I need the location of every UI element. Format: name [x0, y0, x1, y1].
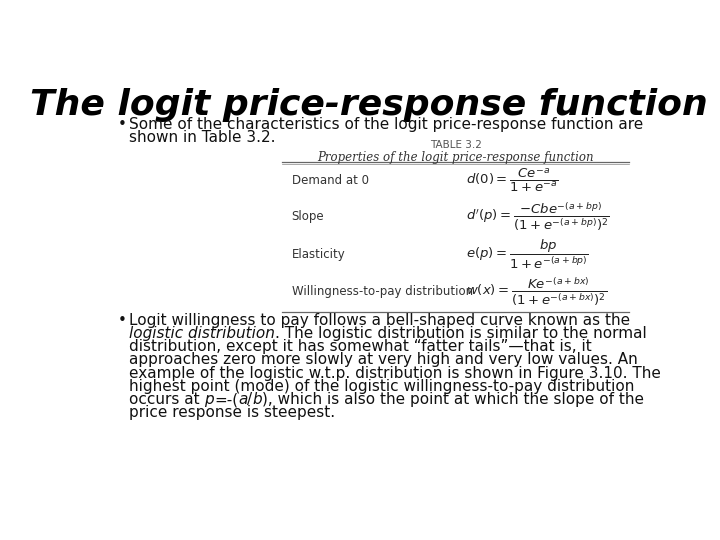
- Text: Willingness-to-pay distribution: Willingness-to-pay distribution: [292, 286, 472, 299]
- Text: b: b: [253, 392, 262, 407]
- Text: TABLE 3.2: TABLE 3.2: [430, 140, 482, 150]
- Text: ), which is also the point at which the slope of the: ), which is also the point at which the …: [262, 392, 644, 407]
- Text: Elasticity: Elasticity: [292, 248, 346, 261]
- Text: $e(p) = \dfrac{bp}{1 + e^{-(a+bp)}}$: $e(p) = \dfrac{bp}{1 + e^{-(a+bp)}}$: [467, 238, 589, 271]
- Text: $d'(p) = \dfrac{-Cbe^{-(a+bp)}}{(1 + e^{-(a+bp)})^2}$: $d'(p) = \dfrac{-Cbe^{-(a+bp)}}{(1 + e^{…: [467, 200, 610, 233]
- Text: Properties of the logit price-response function: Properties of the logit price-response f…: [318, 151, 594, 164]
- Text: Some of the characteristics of the logit price-response function are: Some of the characteristics of the logit…: [129, 117, 643, 132]
- Text: highest point (mode) of the logistic willingness-to-pay distribution: highest point (mode) of the logistic wil…: [129, 379, 634, 394]
- Text: •: •: [118, 117, 127, 132]
- Text: Slope: Slope: [292, 210, 324, 223]
- Text: a: a: [238, 392, 248, 407]
- Text: logistic distribution: logistic distribution: [129, 326, 274, 341]
- Text: shown in Table 3.2.: shown in Table 3.2.: [129, 130, 275, 145]
- Text: =-(: =-(: [214, 392, 238, 407]
- Text: p: p: [204, 392, 214, 407]
- Text: example of the logistic w.t.p. distribution is shown in Figure 3.10. The: example of the logistic w.t.p. distribut…: [129, 366, 661, 381]
- Text: distribution, except it has somewhat “fatter tails”—that is, it: distribution, except it has somewhat “fa…: [129, 339, 592, 354]
- Text: Logit willingness to pay follows a bell-shaped curve known as the: Logit willingness to pay follows a bell-…: [129, 313, 630, 328]
- Text: The logit price-response function: The logit price-response function: [30, 88, 708, 122]
- Text: /: /: [248, 392, 253, 407]
- Text: Demand at 0: Demand at 0: [292, 174, 369, 187]
- Text: $d(0) = \dfrac{Ce^{-a}}{1 + e^{-a}}$: $d(0) = \dfrac{Ce^{-a}}{1 + e^{-a}}$: [467, 166, 559, 194]
- Text: price response is steepest.: price response is steepest.: [129, 406, 335, 421]
- Text: approaches zero more slowly at very high and very low values. An: approaches zero more slowly at very high…: [129, 353, 637, 368]
- Text: . The logistic distribution is similar to the normal: . The logistic distribution is similar t…: [274, 326, 647, 341]
- Text: occurs at: occurs at: [129, 392, 204, 407]
- Text: $w(x) = \dfrac{Ke^{-(a+bx)}}{(1 + e^{-(a+bx)})^2}$: $w(x) = \dfrac{Ke^{-(a+bx)}}{(1 + e^{-(a…: [467, 275, 608, 308]
- Text: •: •: [118, 313, 127, 328]
